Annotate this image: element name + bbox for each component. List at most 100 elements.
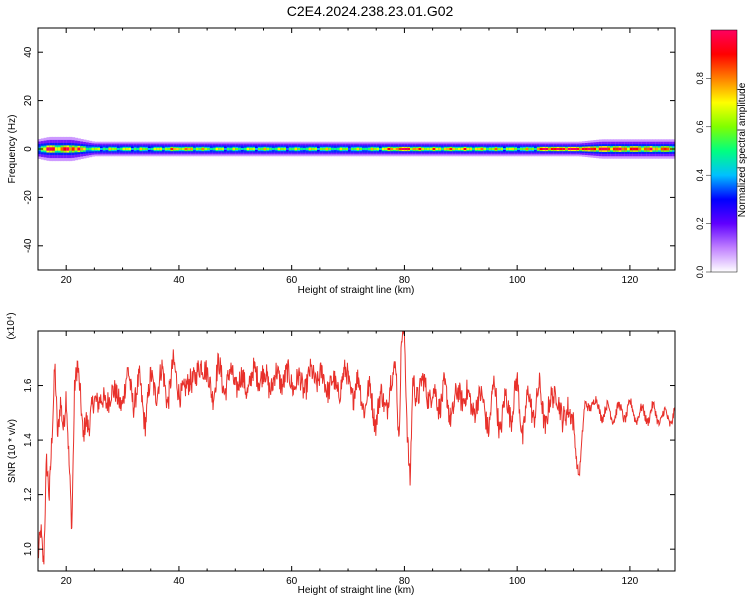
heatmap-cell	[342, 147, 346, 151]
heatmap-cell	[381, 147, 386, 151]
x-tick-label: 60	[286, 275, 298, 286]
heatmap-cell	[621, 147, 625, 151]
heatmap-cell	[263, 147, 267, 151]
heatmap-cell	[480, 147, 484, 151]
heatmap-x-ticks: 20 40 60 80 100 120	[37, 28, 659, 286]
heatmap-cell	[652, 147, 656, 151]
heatmap-cell	[297, 147, 301, 151]
heatmap-cell	[178, 147, 183, 151]
heatmap-cell	[395, 147, 400, 151]
heatmap-cell	[190, 147, 194, 151]
heatmap-cell	[125, 147, 129, 151]
heatmap-cell	[184, 147, 188, 151]
heatmap-cell	[69, 147, 73, 151]
heatmap-cell	[401, 147, 406, 151]
heatmap-cell	[573, 147, 577, 151]
heatmap-cell	[379, 147, 383, 151]
heatmap-cell	[187, 147, 191, 151]
y-tick-label: 1.2	[23, 487, 34, 501]
heatmap-cell	[649, 147, 654, 151]
heatmap-cell	[497, 147, 501, 151]
heatmap-cell	[435, 147, 439, 151]
heatmap-cell	[302, 147, 307, 151]
heatmap-cell	[517, 147, 521, 151]
heatmap-cell	[364, 147, 369, 151]
heatmap-cell	[269, 147, 273, 151]
heatmap-cell	[336, 147, 341, 151]
colorbar-ticks: 0.0 0.2 0.4 0.6 0.8	[695, 72, 711, 278]
heatmap-cell	[111, 147, 115, 151]
heatmap-cell	[457, 147, 462, 151]
heatmap-cell	[508, 147, 513, 151]
heatmap-cell	[314, 147, 318, 151]
heatmap-cell	[488, 147, 493, 151]
heatmap-y-label: Frequency (Hz)	[7, 115, 18, 184]
heatmap-cell	[350, 147, 355, 151]
heatmap-cell	[249, 147, 253, 151]
heatmap-cell	[615, 147, 620, 151]
heatmap-cell	[235, 147, 239, 151]
heatmap-cell	[432, 147, 437, 151]
heatmap-cell	[317, 147, 321, 151]
heatmap-cell	[536, 147, 541, 151]
heatmap-cell	[131, 147, 135, 151]
x-tick-label: 100	[509, 576, 526, 587]
heatmap-cell	[370, 147, 375, 151]
heatmap-cell	[63, 147, 67, 151]
heatmap-cell	[88, 147, 93, 151]
x-tick-label: 20	[61, 576, 73, 587]
heatmap-cell	[260, 147, 265, 151]
heatmap-cell	[331, 147, 335, 151]
heatmap-cell	[590, 147, 594, 151]
heatmap-cell	[173, 147, 177, 151]
snr-series-line	[38, 331, 675, 565]
snr-y-ticks: 1.0 1.2 1.4 1.6	[23, 378, 675, 556]
heatmap-cell	[362, 147, 366, 151]
x-tick-label: 80	[399, 576, 411, 587]
heatmap-cell	[618, 147, 623, 151]
heatmap-cell	[576, 147, 580, 151]
heatmap-cell	[455, 147, 459, 151]
heatmap-cell	[393, 147, 397, 151]
heatmap-cell	[415, 147, 420, 151]
heatmap-cell	[274, 147, 279, 151]
heatmap-cell	[193, 147, 197, 151]
heatmap-cell	[291, 147, 296, 151]
heatmap-cell	[601, 147, 606, 151]
snr-y-label: SNR (10 * v/v)	[7, 419, 18, 483]
heatmap-cell	[643, 147, 648, 151]
heatmap-cell	[553, 147, 558, 151]
heatmap-cell	[556, 147, 561, 151]
y-tick-label: 20	[23, 95, 34, 107]
colorbar-tick-label: 0.8	[695, 72, 705, 85]
heatmap-cell	[596, 147, 600, 151]
heatmap-cell	[57, 147, 62, 151]
heatmap-cell	[201, 147, 205, 151]
heatmap-cell	[584, 147, 589, 151]
heatmap-cell	[74, 147, 79, 151]
heatmap-cell	[181, 147, 186, 151]
colorbar-tick-label: 0.4	[695, 169, 705, 182]
heatmap-cell	[570, 147, 575, 151]
heatmap-cell	[322, 147, 327, 151]
heatmap-cell	[519, 147, 524, 151]
colorbar-tick-label: 0.6	[695, 121, 705, 134]
heatmap-cell	[288, 147, 293, 151]
y-tick-label: 1.4	[23, 433, 34, 447]
heatmap-cell	[632, 147, 637, 151]
heatmap-cell	[469, 147, 473, 151]
heatmap-cell	[407, 147, 411, 151]
heatmap-cell	[545, 147, 549, 151]
heatmap-cell	[91, 147, 95, 151]
heatmap-cell	[398, 147, 403, 151]
heatmap-cell	[472, 147, 476, 151]
x-tick-label: 40	[173, 275, 185, 286]
x-tick-label: 60	[286, 576, 298, 587]
heatmap-cell	[384, 147, 389, 151]
heatmap-cell	[514, 147, 518, 151]
heatmap-cell	[271, 147, 276, 151]
heatmap-cell	[212, 147, 217, 151]
heatmap-cell	[494, 147, 499, 151]
heatmap-cell	[218, 147, 222, 151]
